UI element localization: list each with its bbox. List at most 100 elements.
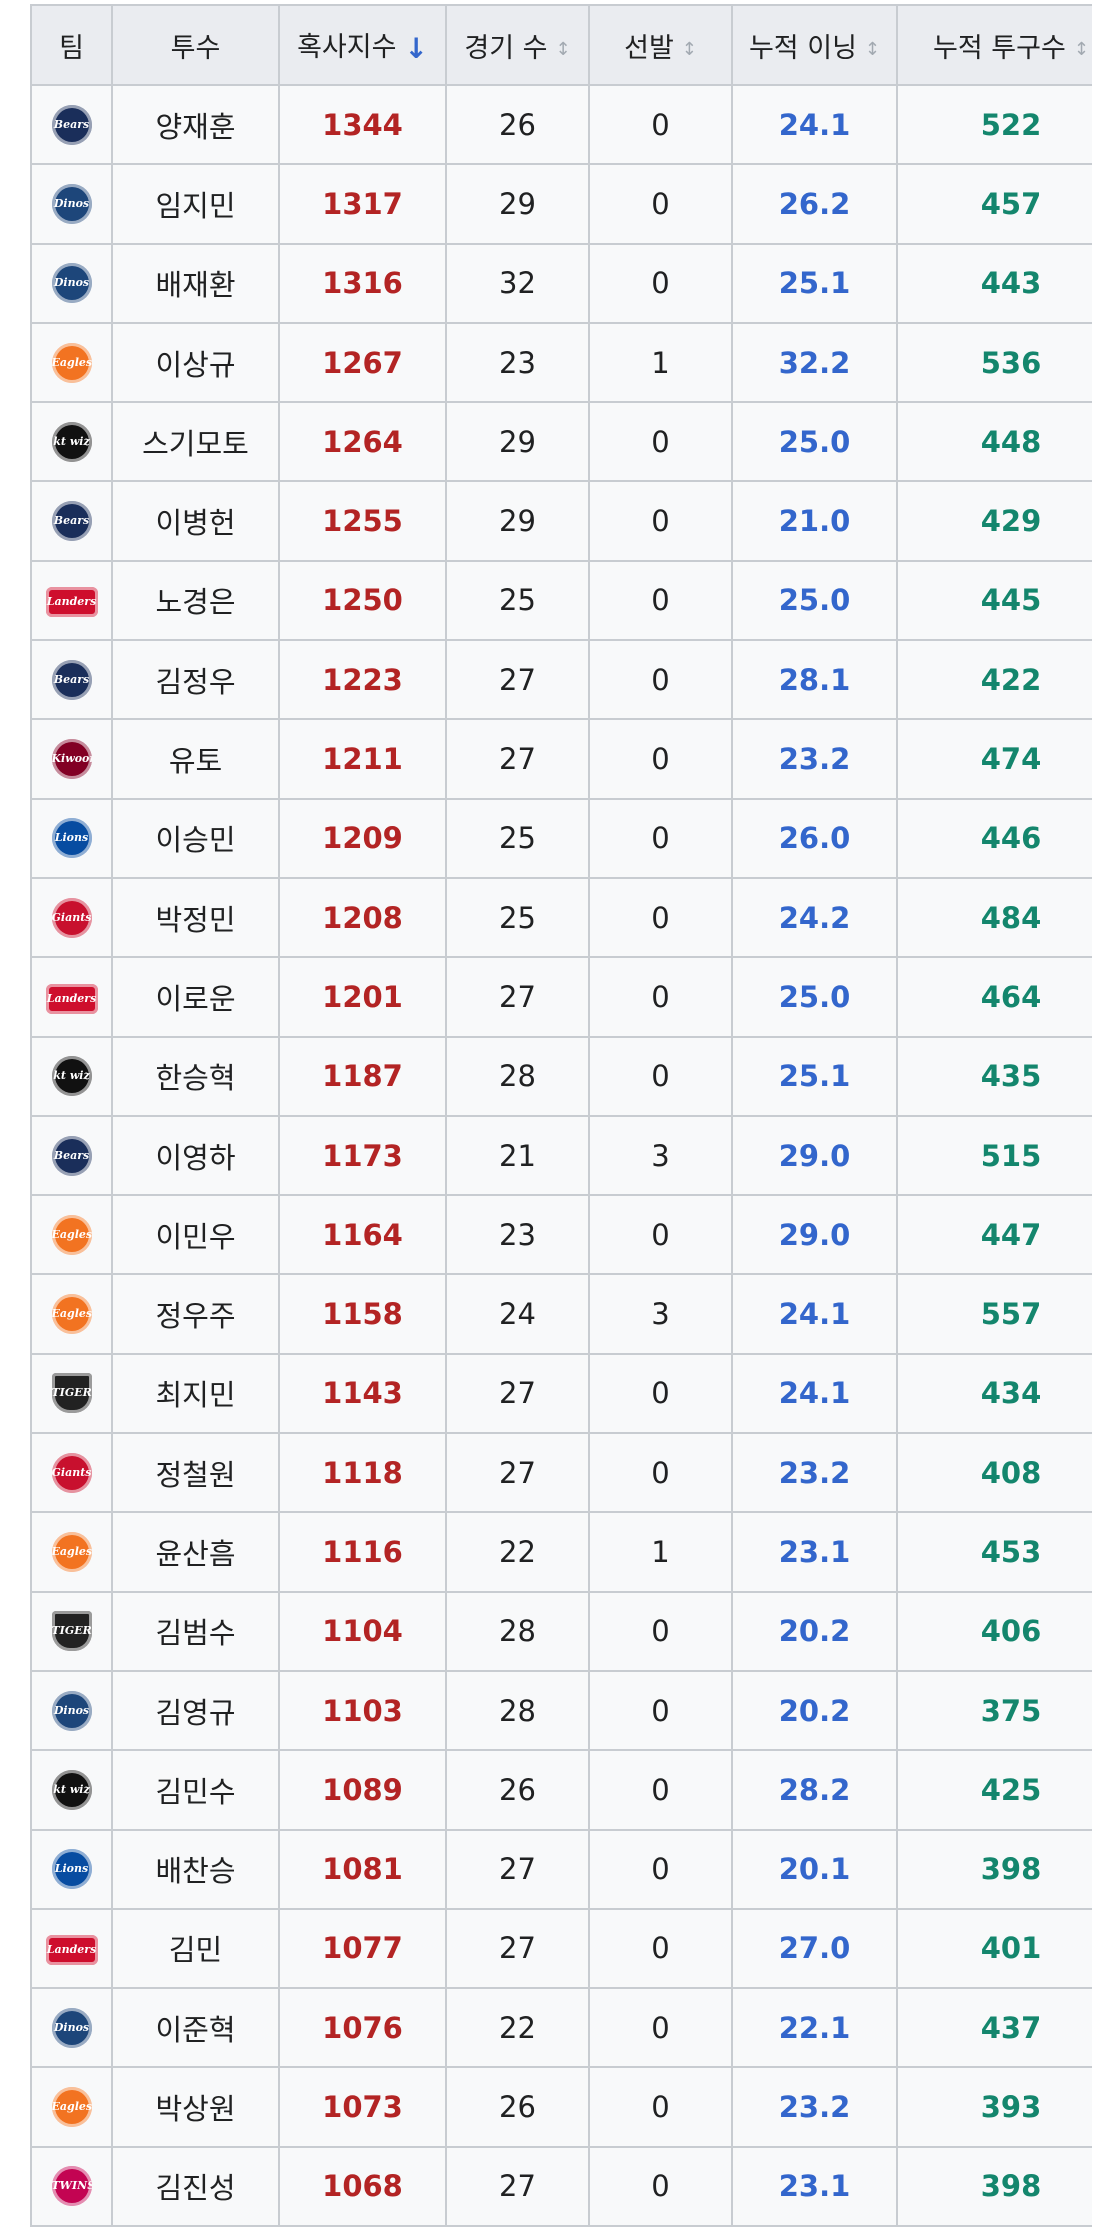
team-cell: Eagles [30,2066,113,2148]
stats-table-wrapper: 팀 투수 혹사지수 ↓ 경기 수 ↕ 선발 ↕ 누적 이닝 ↕ 누적 투구수 ↕ Bear… [30,4,1099,2228]
starts-value: 0 [588,639,733,721]
team-logo-icon: Lions [51,1849,92,1890]
starts-value: 0 [588,2066,733,2148]
starts-value: 0 [588,956,733,1038]
starts-value: 0 [588,163,733,245]
strikeout-index-value: 1103 [278,1669,447,1752]
col-header-strikeout-index[interactable]: 혹사지수 ↓ [278,4,447,86]
team-logo-icon: Dinos [51,1690,92,1731]
pitcher-name: 정철원 [111,1432,280,1514]
pitches-value: 434 [896,1352,1099,1435]
games-value: 26 [445,1749,590,1831]
innings-value: 28.1 [731,639,898,721]
team-cell: Lions [30,797,113,879]
innings-value: 23.2 [731,1432,898,1514]
starts-value: 0 [588,1432,733,1514]
starts-value: 0 [588,83,733,166]
innings-value: 23.1 [731,1511,898,1593]
pitches-value: 448 [896,401,1099,483]
pitcher-name: 이승민 [111,797,280,879]
games-value: 23 [445,1194,590,1276]
starts-value: 3 [588,1273,733,1355]
pitcher-name: 스기모토 [111,401,280,483]
table-row: kt wiz 스기모토 1264 29 0 25.0 448 [30,401,1099,483]
strikeout-index-value: 1255 [278,480,447,562]
games-value: 21 [445,1114,590,1197]
team-cell: Eagles [30,1194,113,1276]
sort-descending-icon[interactable]: ↓ [404,32,428,65]
strikeout-index-value: 1118 [278,1432,447,1514]
team-logo-icon: Eagles [51,342,92,383]
team-logo-icon: kt wiz [51,1769,92,1810]
team-cell: Bears [30,1114,113,1197]
col-header-games[interactable]: 경기 수 ↕ [445,4,590,86]
games-value: 26 [445,83,590,166]
sort-icon[interactable]: ↕ [864,38,881,60]
col-header-pitcher: 투수 [111,4,280,86]
pitcher-name: 배재환 [111,242,280,324]
pitcher-name: 한승혁 [111,1035,280,1117]
starts-value: 0 [588,1907,733,1990]
pitches-value: 457 [896,163,1099,245]
table-row: Eagles 이상규 1267 23 1 32.2 536 [30,321,1099,404]
table-row: Eagles 이민우 1164 23 0 29.0 447 [30,1194,1099,1276]
table-row: Giants 박정민 1208 25 0 24.2 484 [30,876,1099,959]
games-value: 27 [445,956,590,1038]
starts-value: 0 [588,1352,733,1435]
games-value: 22 [445,1511,590,1593]
team-cell: Dinos [30,1987,113,2069]
strikeout-index-value: 1223 [278,639,447,721]
innings-value: 24.2 [731,876,898,959]
team-cell: Eagles [30,1511,113,1593]
starts-value: 0 [588,480,733,562]
games-value: 23 [445,321,590,404]
innings-value: 23.1 [731,2145,898,2228]
table-row: Bears 이영하 1173 21 3 29.0 515 [30,1114,1099,1197]
games-value: 25 [445,797,590,879]
col-header-pitches[interactable]: 누적 투구수 ↕ [896,4,1099,86]
team-logo-icon: Eagles [51,1214,92,1255]
starts-value: 0 [588,1669,733,1752]
pitches-value: 401 [896,1907,1099,1990]
team-cell: Landers [30,559,113,642]
col-header-starts[interactable]: 선발 ↕ [588,4,733,86]
team-logo-icon: TIGERS [51,1611,92,1652]
games-value: 27 [445,1352,590,1435]
sort-icon[interactable]: ↕ [1073,38,1089,60]
innings-value: 25.1 [731,242,898,324]
table-row: Eagles 박상원 1073 26 0 23.2 393 [30,2066,1099,2148]
starts-value: 0 [588,242,733,324]
innings-value: 28.2 [731,1749,898,1831]
table-body: Bears 양재훈 1344 26 0 24.1 522 Dinos 임지민 1317 29 0 26.… [30,83,1099,2228]
sort-icon[interactable]: ↕ [555,38,571,60]
col-header-strikeout-index-label: 혹사지수 [297,32,397,63]
team-cell: Lions [30,1828,113,1910]
games-value: 29 [445,163,590,245]
pitcher-name: 유토 [111,718,280,800]
strikeout-index-value: 1116 [278,1511,447,1593]
pitcher-name: 임지민 [111,163,280,245]
innings-value: 20.2 [731,1669,898,1752]
starts-value: 1 [588,1511,733,1593]
team-logo-icon: kt wiz [51,421,92,462]
table-row: Dinos 이준혁 1076 22 0 22.1 437 [30,1987,1099,2069]
games-value: 29 [445,480,590,562]
col-header-innings[interactable]: 누적 이닝 ↕ [731,4,898,86]
games-value: 27 [445,718,590,800]
innings-value: 25.0 [731,401,898,483]
strikeout-index-value: 1173 [278,1114,447,1197]
innings-value: 21.0 [731,480,898,562]
pitches-value: 446 [896,797,1099,879]
games-value: 28 [445,1669,590,1752]
pitcher-stats-table: 팀 투수 혹사지수 ↓ 경기 수 ↕ 선발 ↕ 누적 이닝 ↕ 누적 투구수 ↕ Bear… [30,4,1099,2228]
games-value: 25 [445,559,590,642]
sort-icon[interactable]: ↕ [681,38,697,60]
team-logo-icon: kt wiz [51,1056,92,1097]
innings-value: 25.0 [731,559,898,642]
innings-value: 32.2 [731,321,898,404]
games-value: 25 [445,876,590,959]
strikeout-index-value: 1344 [278,83,447,166]
games-value: 24 [445,1273,590,1355]
team-logo-icon: Dinos [51,263,92,304]
